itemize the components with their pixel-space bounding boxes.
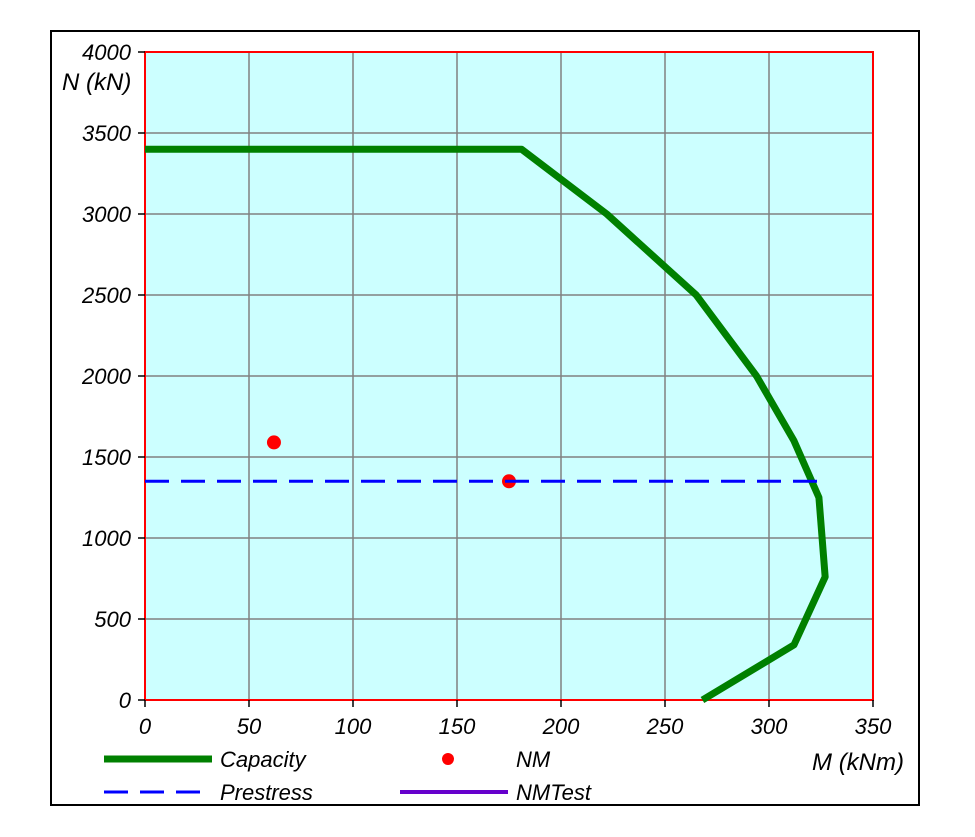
chart-frame: 0 500 1000 1500 2000 2500 3000 3500 4000 0 50 100 1… xyxy=(50,30,920,806)
y-tick-label: 2000 xyxy=(81,364,132,389)
y-tick-label: 2500 xyxy=(81,283,132,308)
x-tick-label: 0 xyxy=(139,714,152,739)
x-tick-label: 200 xyxy=(542,714,580,739)
x-tick-label: 50 xyxy=(237,714,262,739)
series-layer xyxy=(145,145,829,703)
legend-label-nmtest: NMTest xyxy=(516,780,592,804)
legend: Capacity NM Prestress NMTest xyxy=(104,747,592,804)
legend-label-capacity: Capacity xyxy=(220,747,308,772)
x-tick-label: 250 xyxy=(646,714,684,739)
y-axis-label: N (kN) xyxy=(62,69,131,96)
legend-nm-marker xyxy=(442,753,454,765)
x-tick-labels: 0 50 100 150 200 250 300 350 xyxy=(139,700,892,739)
legend-label-nm: NM xyxy=(516,747,551,772)
capacity-line xyxy=(145,145,829,703)
chart: 0 500 1000 1500 2000 2500 3000 3500 4000 0 50 100 1… xyxy=(62,40,904,804)
y-tick-label: 3500 xyxy=(82,121,132,146)
x-tick-label: 300 xyxy=(751,714,788,739)
y-tick-label: 4000 xyxy=(82,40,132,65)
y-tick-label: 3000 xyxy=(82,202,132,227)
y-tick-labels: 0 500 1000 1500 2000 2500 3000 3500 4000 xyxy=(81,40,145,713)
y-tick-label: 500 xyxy=(94,607,131,632)
x-tick-label: 100 xyxy=(335,714,372,739)
nm-point xyxy=(266,435,281,450)
x-axis-label: M (kNm) xyxy=(812,749,904,776)
y-tick-label: 0 xyxy=(119,688,132,713)
y-tick-label: 1000 xyxy=(82,526,132,551)
x-tick-label: 350 xyxy=(855,714,892,739)
legend-label-prestress: Prestress xyxy=(220,780,313,804)
x-tick-label: 150 xyxy=(439,714,476,739)
y-tick-label: 1500 xyxy=(82,445,132,470)
